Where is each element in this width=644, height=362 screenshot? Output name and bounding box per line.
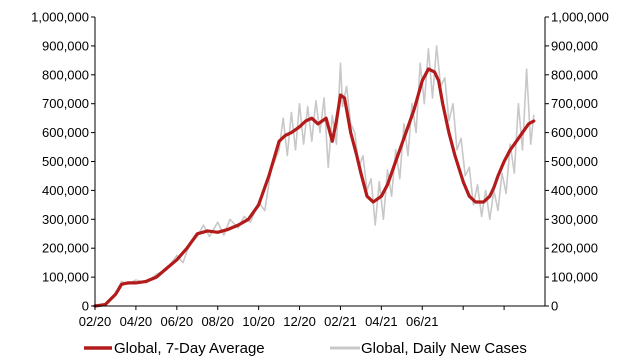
y-tick-label-left: 300,000 <box>42 212 89 227</box>
y-tick-label-right: 1,000,000 <box>551 10 609 25</box>
y-tick-label-left: 900,000 <box>42 38 89 53</box>
y-tick-label-right: 600,000 <box>551 125 598 140</box>
x-tick-label: 12/20 <box>283 314 316 329</box>
y-tick-label-left: 500,000 <box>42 154 89 169</box>
y-tick-label-right: 400,000 <box>551 183 598 198</box>
series-line-average <box>93 67 536 308</box>
x-tick-label: 06/20 <box>161 314 194 329</box>
y-tick-label-left: 0 <box>82 299 89 314</box>
y-tick-label-left: 100,000 <box>42 270 89 285</box>
y-tick-label-left: 700,000 <box>42 96 89 111</box>
x-tick-label: 06/21 <box>406 314 439 329</box>
x-tick-label: 04/20 <box>120 314 153 329</box>
y-tick-label-right: 700,000 <box>551 96 598 111</box>
legend: Global, 7-Day Average Global, Daily New … <box>84 340 527 357</box>
y-tick-label-right: 900,000 <box>551 38 598 53</box>
y-tick-label-left: 200,000 <box>42 241 89 256</box>
x-tick-label: 04/21 <box>365 314 398 329</box>
legend-label-daily: Global, Daily New Cases <box>361 340 527 357</box>
x-tick-label: 02/21 <box>324 314 357 329</box>
y-tick-label-left: 1,000,000 <box>31 10 89 25</box>
y-tick-label-right: 800,000 <box>551 67 598 82</box>
x-tick-label: 02/20 <box>79 314 112 329</box>
y-tick-label-left: 800,000 <box>42 67 89 82</box>
y-tick-label-right: 200,000 <box>551 241 598 256</box>
axes: 0 0 100,000 100,000 200,000 200,000 300,000 300… <box>31 10 609 330</box>
x-tick-label: 10/20 <box>242 314 275 329</box>
y-tick-label-right: 0 <box>551 299 558 314</box>
y-tick-label-left: 600,000 <box>42 125 89 140</box>
x-tick-label: 08/20 <box>201 314 234 329</box>
y-tick-label-left: 400,000 <box>42 183 89 198</box>
series-line-daily <box>94 45 535 307</box>
y-tick-label-right: 300,000 <box>551 212 598 227</box>
plot-area <box>93 45 536 308</box>
y-tick-label-right: 500,000 <box>551 154 598 169</box>
legend-label-average: Global, 7-Day Average <box>114 340 265 357</box>
y-tick-label-right: 100,000 <box>551 270 598 285</box>
